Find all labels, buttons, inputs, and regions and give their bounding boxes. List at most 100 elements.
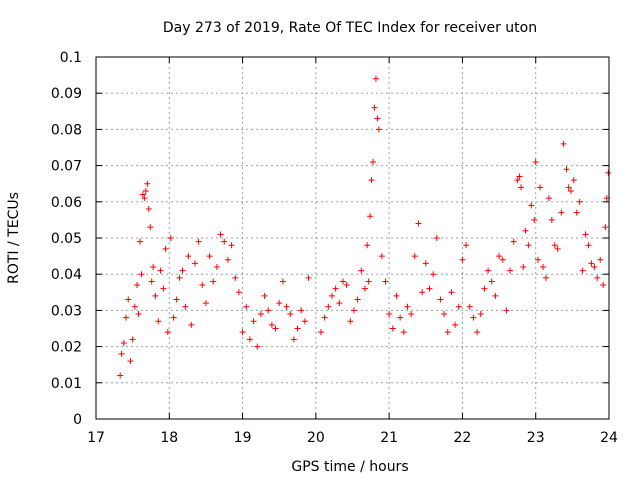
data-point — [118, 350, 125, 357]
data-point — [534, 256, 541, 263]
y-tick-label: 0.09 — [51, 86, 82, 102]
data-point — [147, 224, 154, 231]
data-point — [563, 166, 570, 173]
y-tick-label: 0.06 — [51, 195, 82, 211]
data-point — [321, 314, 328, 321]
x-tick-label: 18 — [160, 430, 178, 446]
data-point — [185, 253, 192, 260]
data-point — [358, 267, 365, 274]
data-point — [485, 267, 492, 274]
data-point — [125, 296, 132, 303]
data-point — [150, 263, 157, 270]
data-point — [481, 285, 488, 292]
data-point — [134, 282, 141, 289]
data-point — [419, 289, 426, 296]
data-point — [167, 235, 174, 241]
data-point — [336, 300, 343, 307]
data-point — [371, 104, 378, 111]
data-point — [570, 177, 577, 184]
data-point — [139, 191, 146, 198]
data-point — [372, 75, 379, 82]
data-point — [155, 318, 162, 325]
data-point — [426, 285, 433, 292]
data-point — [452, 321, 459, 328]
data-point — [441, 311, 448, 318]
data-point — [548, 216, 555, 223]
data-point — [437, 296, 444, 303]
data-point — [537, 184, 544, 191]
data-point — [522, 227, 529, 234]
data-point — [294, 325, 301, 332]
data-point — [120, 339, 127, 346]
data-point — [408, 311, 415, 318]
data-point — [276, 300, 283, 307]
data-point — [221, 238, 228, 245]
data-point — [210, 278, 217, 285]
data-point — [265, 307, 272, 314]
data-point — [540, 263, 547, 270]
data-point — [141, 195, 148, 202]
data-point — [164, 329, 171, 336]
data-point — [135, 311, 142, 318]
x-axis-label: GPS time / hours — [291, 459, 408, 475]
data-point — [195, 238, 202, 245]
data-point — [144, 180, 151, 187]
data-point — [525, 242, 532, 249]
data-point — [382, 278, 389, 285]
data-point — [328, 292, 335, 299]
data-point — [250, 318, 257, 325]
data-point — [576, 198, 583, 205]
x-tick-label: 20 — [307, 430, 325, 446]
data-point — [129, 336, 136, 343]
data-point — [591, 263, 598, 270]
data-point — [145, 206, 152, 213]
y-tick-label: 0.02 — [51, 340, 82, 356]
data-point — [160, 285, 167, 292]
data-point — [573, 209, 580, 216]
data-point — [375, 126, 382, 133]
data-point — [199, 282, 206, 289]
data-point — [176, 274, 183, 281]
data-point — [354, 296, 361, 303]
data-point — [131, 303, 138, 310]
data-point — [516, 173, 523, 180]
x-tick-label: 22 — [454, 430, 472, 446]
x-tick-label: 21 — [380, 430, 398, 446]
data-point — [518, 184, 525, 191]
x-tick-label: 23 — [527, 430, 545, 446]
y-tick-label: 0 — [73, 412, 82, 428]
data-point — [224, 256, 231, 263]
data-point — [422, 260, 429, 267]
data-point — [368, 177, 375, 184]
data-point — [507, 267, 514, 274]
data-point — [474, 329, 481, 336]
data-point — [463, 242, 470, 249]
data-point — [117, 372, 124, 379]
data-point — [488, 278, 495, 285]
data-point — [545, 195, 552, 202]
data-point — [588, 260, 595, 267]
data-point — [531, 216, 538, 223]
data-point — [290, 336, 297, 343]
data-point — [520, 263, 527, 270]
data-point — [560, 140, 567, 147]
data-point — [206, 253, 213, 260]
data-point — [367, 213, 374, 220]
data-point — [378, 253, 385, 260]
data-point — [386, 311, 393, 318]
data-point — [554, 245, 561, 252]
data-point — [433, 235, 440, 241]
data-point — [579, 267, 586, 274]
data-point — [400, 329, 407, 336]
y-tick-label: 0.07 — [51, 159, 82, 175]
data-point — [605, 169, 612, 176]
data-point — [272, 325, 279, 332]
data-point — [496, 253, 503, 260]
data-point — [510, 238, 517, 245]
y-tick-label: 0.01 — [51, 376, 82, 392]
data-point — [597, 256, 604, 263]
data-point — [542, 274, 549, 281]
data-point — [477, 311, 484, 318]
data-point — [228, 242, 235, 249]
